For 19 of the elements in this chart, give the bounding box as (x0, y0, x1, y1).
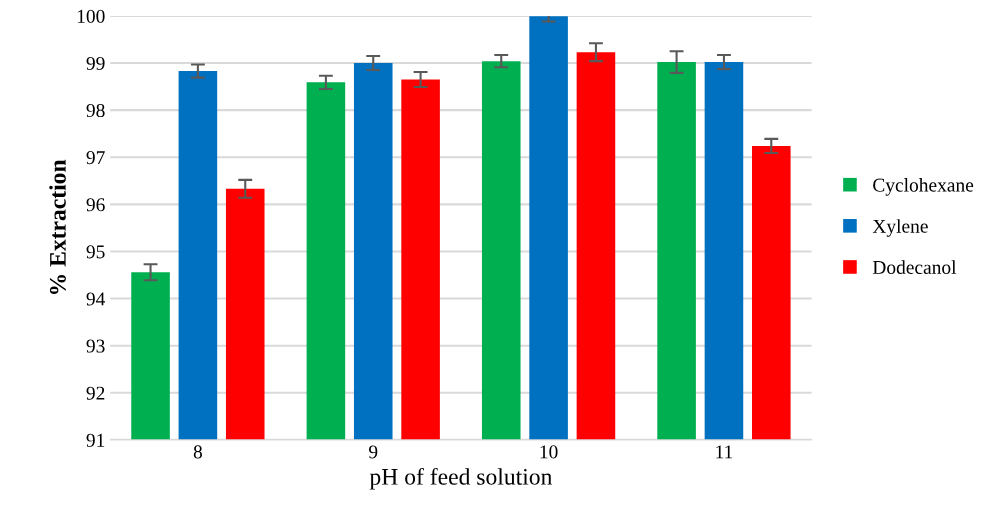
legend-label: Dodecanol (872, 260, 957, 274)
y-tick-label: 93 (86, 339, 105, 353)
x-tick-label: 9 (369, 445, 378, 459)
y-tick-label: 99 (86, 56, 105, 70)
y-tick-label: 95 (86, 245, 105, 259)
y-tick-label: 92 (86, 386, 105, 400)
y-tick-label: 94 (86, 292, 106, 306)
x-tick-label: 8 (193, 445, 203, 459)
y-tick-label: 100 (77, 9, 105, 23)
y-tick-label: 96 (86, 198, 105, 212)
y-tick-label: 98 (86, 103, 105, 118)
x-axis-title: pH of feed solution (369, 467, 553, 490)
legend-label: Xylene (872, 219, 928, 237)
y-tick-label: 97 (86, 151, 105, 165)
y-tick-label: 91 (86, 433, 105, 447)
legend-label: Cyclohexane (873, 178, 974, 196)
x-tick-label: 11 (716, 445, 733, 459)
y-axis-title: % Extraction (49, 159, 66, 295)
x-tick-label: 10 (540, 445, 558, 459)
